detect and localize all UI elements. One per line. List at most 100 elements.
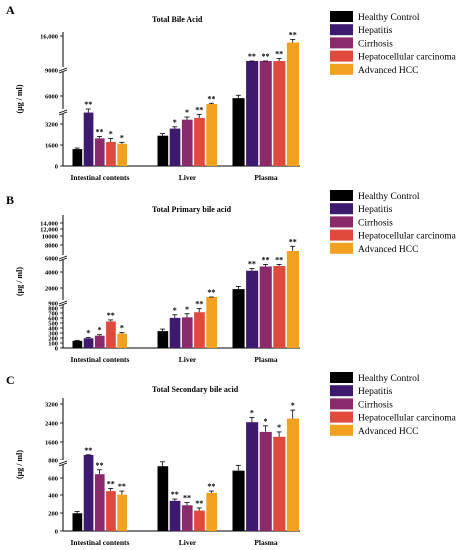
significance-label: ** — [118, 482, 126, 491]
chart-title: Total Primary bile acid — [152, 205, 232, 214]
y-tick-label: 800 — [48, 458, 58, 465]
significance-label: * — [120, 324, 124, 333]
legend-label: Healthy Control — [358, 192, 420, 202]
bar-2-1 — [246, 270, 259, 348]
significance-label: ** — [84, 100, 92, 109]
legend-label: Hepatocellular carcinoma — [358, 53, 457, 63]
bar-2-1 — [246, 422, 259, 531]
significance-label: ** — [183, 494, 191, 503]
bar-2-4 — [286, 42, 299, 166]
significance-label: * — [291, 401, 295, 410]
axis-break-mark — [58, 67, 68, 72]
axis-break-mark — [58, 462, 68, 467]
legend-swatch — [330, 50, 353, 62]
panel-letter: C — [6, 373, 15, 387]
significance-label: ** — [195, 499, 203, 508]
significance-label: ** — [84, 446, 92, 455]
bar-1-0 — [157, 466, 169, 531]
bar-0-0 — [72, 513, 83, 531]
legend-label: Cirrhosis — [358, 39, 393, 49]
significance-label: ** — [289, 237, 297, 246]
significance-label: ** — [96, 461, 104, 470]
panel-c: C Total Secondary bile acid (μg / ml) 0 200 4… — [6, 372, 457, 547]
legend-label: Hepatitis — [358, 205, 393, 215]
legend-label: Healthy Control — [358, 374, 420, 384]
category-label: Liver — [179, 173, 197, 182]
significance-label: ** — [248, 52, 256, 61]
significance-label: * — [250, 408, 254, 417]
significance-label: * — [173, 118, 177, 127]
category-label: Plasma — [254, 538, 278, 547]
bar-0-2 — [94, 138, 105, 166]
y-tick-label: 300 — [48, 331, 58, 338]
category-label: Intestinal contents — [71, 355, 130, 364]
significance-label: ** — [195, 300, 203, 309]
significance-label: ** — [207, 288, 215, 297]
bar-2-1 — [246, 61, 259, 166]
legend-swatch — [330, 398, 353, 410]
legend-label: Advanced HCC — [358, 427, 418, 437]
y-tick-label: 1600 — [45, 440, 58, 447]
bar-1-1 — [169, 500, 181, 531]
significance-label: ** — [195, 105, 203, 114]
significance-label: * — [86, 329, 90, 338]
bar-1-0 — [157, 331, 169, 348]
legend-label: Advanced HCC — [358, 245, 418, 255]
y-tick-label: 10000 — [42, 234, 58, 241]
y-tick-label: 2400 — [45, 421, 58, 428]
significance-label: ** — [289, 31, 297, 40]
bar-0-4 — [117, 333, 127, 348]
legend-swatch — [330, 242, 353, 254]
y-tick-label: 6000 — [45, 256, 58, 263]
y-tick-label: 2000 — [45, 286, 58, 293]
significance-label: ** — [107, 311, 115, 320]
category-label: Intestinal contents — [71, 173, 130, 182]
category-label: Intestinal contents — [71, 538, 130, 547]
y-tick-label: 100 — [48, 341, 58, 348]
bar-0-4 — [117, 494, 127, 531]
legend-label: Hepatocellular carcinoma — [358, 232, 457, 242]
bar-2-2 — [259, 431, 272, 531]
legend: Healthy Control Hepatitis Cirrhosis Hepatoc… — [330, 11, 457, 76]
y-tick-label: 6000 — [45, 94, 58, 101]
y-tick-label: 0 — [55, 346, 58, 353]
significance-label: * — [277, 423, 281, 432]
bar-2-0 — [232, 289, 245, 348]
significance-label: ** — [275, 255, 283, 264]
significance-label: * — [173, 306, 177, 315]
significance-label: * — [109, 129, 113, 138]
y-tick-label: 1600 — [45, 143, 58, 150]
bar-0-1 — [83, 338, 94, 348]
y-tick-label: 9000 — [45, 68, 58, 75]
category-label: Plasma — [254, 173, 278, 182]
y-tick-label: 16,000 — [40, 34, 58, 41]
y-tick-label: 500 — [48, 321, 58, 328]
y-tick-label: 600 — [48, 316, 58, 323]
y-tick-label: 400 — [48, 326, 58, 333]
y-tick-label: 12,000 — [40, 227, 58, 234]
significance-label: * — [120, 133, 124, 142]
axis-break-mark — [58, 111, 68, 116]
bar-0-3 — [106, 321, 116, 348]
category-label: Liver — [179, 538, 197, 547]
y-tick-label: 0 — [55, 164, 58, 171]
axis-break-mark — [58, 255, 68, 260]
chart-title: Total Bile Acid — [152, 15, 203, 24]
axis-break-mark — [58, 69, 68, 74]
axis-break-mark — [58, 300, 68, 305]
legend-swatch — [330, 24, 353, 36]
y-tick-label: 800 — [48, 306, 58, 313]
bar-1-2 — [181, 505, 193, 531]
y-tick-label: 200 — [48, 511, 58, 518]
y-tick-label: 200 — [48, 336, 58, 343]
bar-1-3 — [194, 510, 205, 531]
bar-1-2 — [181, 317, 193, 348]
bar-1-1 — [169, 128, 181, 166]
y-tick-label: 14,000 — [40, 221, 58, 228]
bar-1-4 — [206, 492, 217, 531]
bar-0-0 — [72, 149, 83, 166]
panel-letter: B — [6, 193, 14, 207]
significance-label: ** — [262, 255, 270, 264]
